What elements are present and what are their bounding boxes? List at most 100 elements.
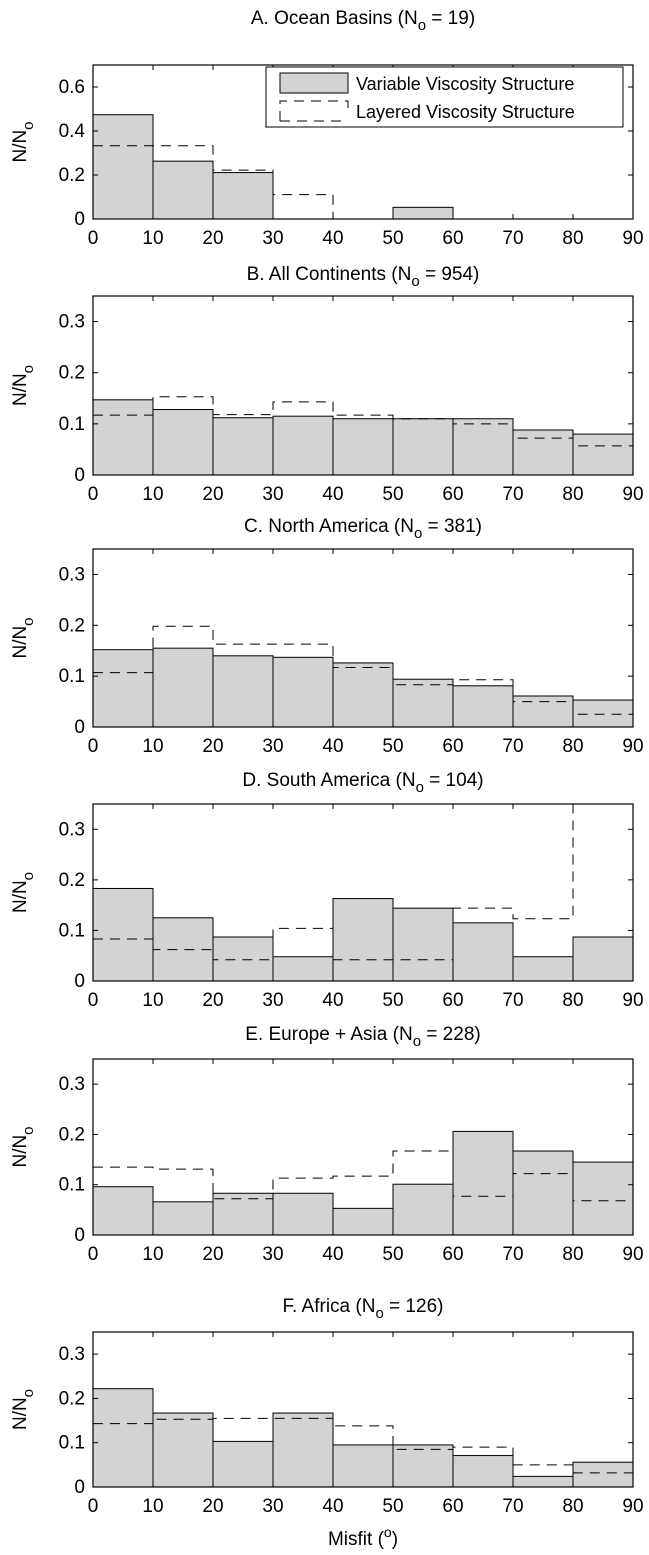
y-axis-label-main: N/N (10, 373, 31, 406)
chart-title-subscript: o (418, 17, 426, 34)
x-tick-label: 50 (382, 1244, 403, 1265)
y-axis-label-main: N/N (10, 130, 31, 163)
plot-frame (92, 64, 634, 220)
chart-title-main: B. All Continents (N (247, 264, 412, 285)
bar (212, 655, 274, 728)
x-tick-label: 50 (382, 228, 403, 249)
x-tick-label: 60 (442, 1496, 463, 1517)
x-tick-label: 30 (262, 1496, 283, 1517)
x-tick-label: 20 (202, 1244, 223, 1265)
panel-d: D. South America (No = 104)0 10 20 30 40 50 60… (10, 770, 644, 1011)
x-tick-label: 80 (562, 484, 583, 505)
plot-frame (92, 548, 634, 728)
x-tick-label: 70 (502, 736, 523, 757)
x-tick-label: 0 (88, 484, 99, 505)
y-tick-label: 0 (74, 1477, 85, 1498)
bar (392, 418, 454, 476)
y-tick-label: 0.2 (59, 870, 85, 891)
chart-title-main: F. Africa (N (283, 1296, 376, 1317)
bar (452, 1130, 514, 1236)
x-tick-label: 70 (502, 484, 523, 505)
bar (92, 887, 154, 982)
bar (92, 1388, 154, 1488)
x-tick-label: 0 (88, 1244, 99, 1265)
x-tick-label: 80 (562, 228, 583, 249)
y-axis-label: N/No (10, 1126, 37, 1167)
x-tick-label: 10 (142, 736, 163, 757)
bar (92, 114, 154, 220)
y-axis-label: N/No (10, 1389, 37, 1430)
bar (152, 1201, 214, 1236)
bar (452, 922, 514, 982)
x-tick-label: 20 (202, 736, 223, 757)
chart-title: E. Europe + Asia (No = 228) (245, 1024, 480, 1050)
x-tick-label: 90 (622, 990, 643, 1011)
chart-title-main: E. Europe + Asia (N (245, 1024, 412, 1045)
bar (452, 418, 514, 476)
x-tick-label: 0 (88, 1496, 99, 1517)
x-tick-label: 70 (502, 1244, 523, 1265)
y-axis-label: N/No (10, 617, 37, 658)
chart-title: F. Africa (No = 126) (283, 1296, 444, 1322)
x-tick-label: 10 (142, 990, 163, 1011)
bar (452, 1455, 514, 1488)
bar (212, 1440, 274, 1488)
layered-series-line (93, 1150, 633, 1202)
y-tick-label: 0.1 (59, 1175, 85, 1196)
y-tick-label: 0.1 (59, 666, 85, 687)
plot-frame (92, 295, 634, 476)
chart-title: A. Ocean Basins (No = 19) (251, 8, 475, 34)
x-tick-label: 80 (562, 990, 583, 1011)
chart-title-tail: = 228) (421, 1024, 481, 1045)
y-axis-label: N/No (10, 365, 37, 406)
y-tick-label: 0.1 (59, 414, 85, 435)
x-tick-label: 60 (442, 736, 463, 757)
y-axis-label: N/No (10, 872, 37, 913)
bar (572, 1161, 634, 1236)
bar (512, 956, 574, 982)
y-tick-label: 0.2 (59, 165, 85, 186)
x-tick-label: 30 (262, 990, 283, 1011)
plot-frame (92, 1331, 634, 1488)
legend-label: Variable Viscosity Structure (356, 74, 574, 94)
x-tick-label: 10 (142, 228, 163, 249)
x-tick-label: 60 (442, 484, 463, 505)
chart-title-main: D. South America (N (242, 770, 415, 791)
bar (572, 699, 634, 728)
y-tick-label: 0.3 (59, 312, 85, 333)
x-tick-label: 90 (622, 736, 643, 757)
bar (152, 409, 214, 476)
plot-frame (92, 1058, 634, 1236)
x-tick-label: 20 (202, 990, 223, 1011)
bar (332, 662, 394, 728)
bar (512, 1150, 574, 1236)
x-tick-label: 50 (382, 990, 403, 1011)
x-tick-label: 40 (322, 228, 343, 249)
chart-title-tail: = 19) (426, 8, 475, 29)
x-tick-label: 10 (142, 484, 163, 505)
x-tick-label: 50 (382, 736, 403, 757)
x-tick-label: 0 (88, 736, 99, 757)
bar (572, 936, 634, 982)
plot-frame (92, 803, 634, 982)
x-tick-label: 40 (322, 736, 343, 757)
chart-title: C. North America (No = 381) (244, 516, 482, 542)
y-tick-label: 0 (74, 209, 85, 230)
x-tick-label: 50 (382, 1496, 403, 1517)
bar (572, 1461, 634, 1488)
chart-title: B. All Continents (No = 954) (247, 264, 480, 290)
x-tick-label: 60 (442, 1244, 463, 1265)
y-tick-label: 0 (74, 971, 85, 992)
bar (272, 415, 334, 476)
y-axis-label-subscript: o (20, 872, 37, 880)
chart-title-subscript: o (411, 273, 419, 290)
x-tick-label: 90 (622, 228, 643, 249)
x-tick-label: 80 (562, 1496, 583, 1517)
x-axis-label-main: Misfit ( (328, 1529, 385, 1550)
y-axis-label-subscript: o (20, 617, 37, 625)
legend-swatch-bar (279, 72, 349, 94)
x-tick-label: 0 (88, 228, 99, 249)
x-tick-label: 30 (262, 1244, 283, 1265)
bar (392, 678, 454, 728)
